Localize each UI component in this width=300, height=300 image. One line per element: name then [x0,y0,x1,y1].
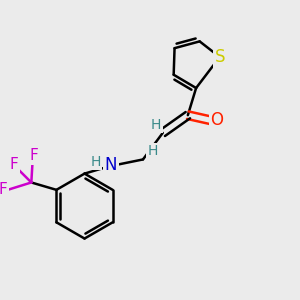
Text: S: S [214,48,225,66]
Text: H: H [151,118,161,132]
Text: F: F [0,182,8,197]
Text: H: H [90,155,100,169]
Text: O: O [210,112,223,130]
Text: N: N [105,156,117,174]
Text: F: F [30,148,39,164]
Text: F: F [9,157,18,172]
Text: H: H [147,144,158,158]
